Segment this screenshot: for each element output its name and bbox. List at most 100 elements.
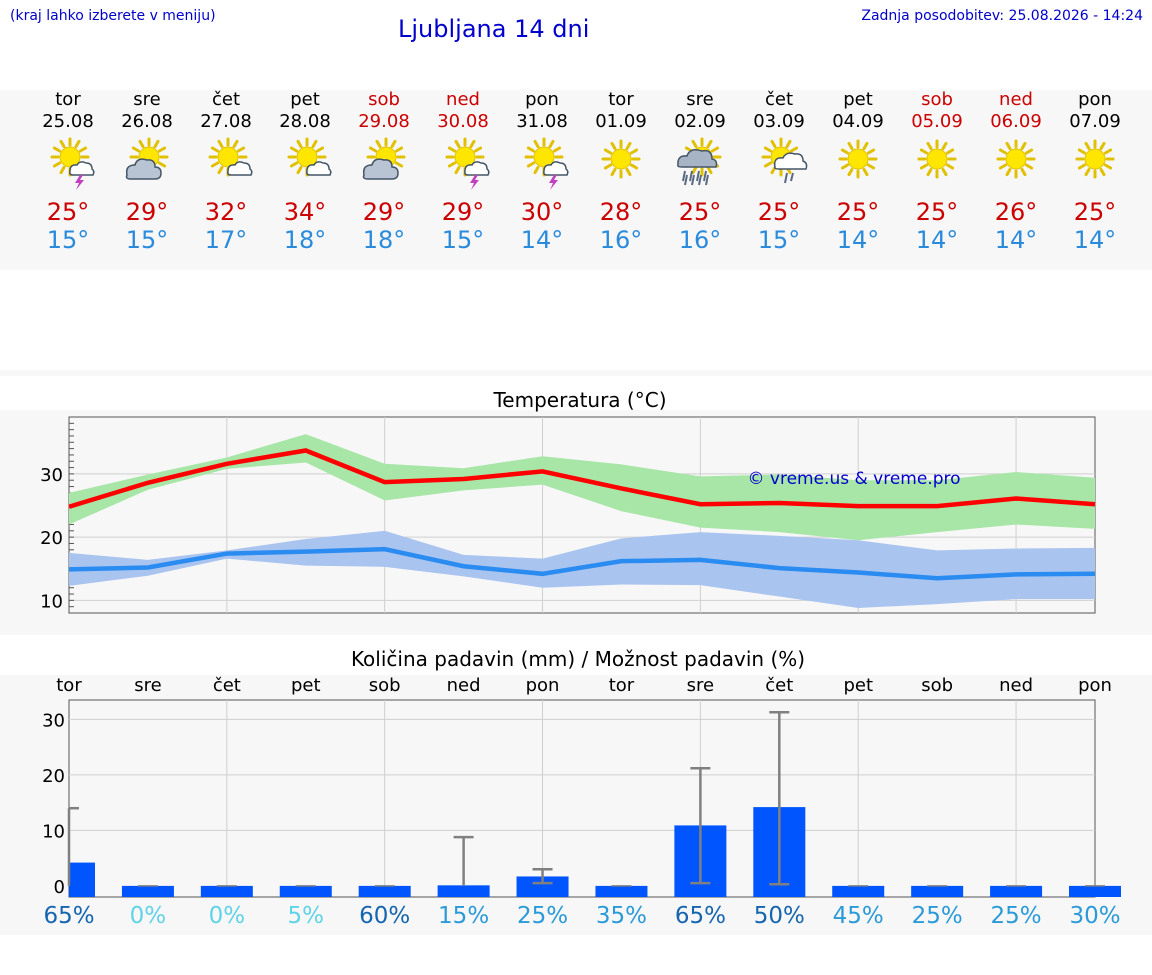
day-name: pet xyxy=(290,89,320,110)
day-column: tor 01.09 xyxy=(581,89,661,133)
day-column: ned 30.08 xyxy=(423,89,503,133)
day-name: tor xyxy=(608,89,634,110)
precipitation-day-label: ned xyxy=(999,675,1034,696)
sun-cloud-icon xyxy=(362,137,406,180)
sun-small-cloud-icon xyxy=(287,137,332,177)
y-tick-label: 30 xyxy=(40,465,63,486)
max-temperature: 29° xyxy=(362,198,406,226)
precipitation-day-label: pet xyxy=(290,675,321,696)
precipitation-chance: 65% xyxy=(674,903,726,929)
max-temperature: 32° xyxy=(204,198,248,226)
day-name: sre xyxy=(133,89,161,110)
precipitation-chance: 60% xyxy=(359,903,411,929)
day-date: 03.09 xyxy=(753,111,805,132)
temperature-chart-title: Temperatura (°C) xyxy=(493,388,667,412)
min-temperature: 14° xyxy=(836,226,880,254)
day-name: čet xyxy=(764,89,794,110)
max-temperature: 25° xyxy=(915,198,959,226)
min-temperature: 15° xyxy=(441,226,485,254)
max-temperature: 25° xyxy=(836,198,880,226)
day-column: sre 02.09 xyxy=(660,89,740,133)
day-column: pet 04.09 xyxy=(818,89,898,133)
day-name: pon xyxy=(525,89,559,110)
sun-icon xyxy=(838,139,878,179)
y-tick-label: 10 xyxy=(42,821,65,842)
max-temperature: 29° xyxy=(441,198,485,226)
page-title: Ljubljana 14 dni xyxy=(398,15,590,43)
max-temperature: 25° xyxy=(757,198,801,226)
max-temperature: 26° xyxy=(994,198,1038,226)
day-date: 05.09 xyxy=(911,111,963,132)
day-date: 06.09 xyxy=(990,111,1042,132)
day-name: sob xyxy=(368,89,400,110)
day-name: ned xyxy=(446,89,480,110)
day-column: pon 31.08 xyxy=(502,89,582,133)
precipitation-chance: 30% xyxy=(1069,903,1121,929)
sun-thunderstorm-icon xyxy=(524,137,569,190)
max-temperature: 29° xyxy=(125,198,169,226)
min-temperature: 15° xyxy=(125,226,169,254)
sun-icon xyxy=(917,139,957,179)
y-tick-label: 20 xyxy=(40,528,63,549)
day-name: pet xyxy=(843,89,873,110)
min-temperature: 14° xyxy=(994,226,1038,254)
daily-forecast-panel xyxy=(0,90,1152,270)
day-column: sob 05.09 xyxy=(897,89,977,133)
min-temperature: 15° xyxy=(757,226,801,254)
plot-area xyxy=(68,699,1096,898)
precipitation-chance: 35% xyxy=(595,903,648,929)
precipitation-chance: 0% xyxy=(129,903,167,929)
max-temperature: 28° xyxy=(599,198,643,226)
precipitation-bar xyxy=(911,885,964,897)
day-column: pet 28.08 xyxy=(265,89,345,133)
precipitation-bar xyxy=(990,885,1043,897)
sun-rain-cloud-icon xyxy=(677,137,722,186)
location-hint: (kraj lahko izberete v meniju) xyxy=(10,8,216,24)
day-date: 31.08 xyxy=(516,111,568,132)
day-date: 27.08 xyxy=(200,111,252,132)
min-temperature: 18° xyxy=(283,226,327,254)
last-update: Zadnja posodobitev: 25.08.2026 - 14:24 xyxy=(861,8,1143,24)
day-date: 01.09 xyxy=(595,111,647,132)
max-temperature: 34° xyxy=(283,198,327,226)
sun-icon xyxy=(996,139,1036,179)
precipitation-chance: 0% xyxy=(208,903,246,929)
min-temperature: 16° xyxy=(599,226,643,254)
precipitation-bar xyxy=(200,885,253,897)
day-name: tor xyxy=(55,89,81,110)
day-date: 02.09 xyxy=(674,111,726,132)
precipitation-day-label: tor xyxy=(608,675,635,696)
sun-icon xyxy=(1075,139,1115,179)
min-temperature: 14° xyxy=(1073,226,1117,254)
day-column: čet 27.08 xyxy=(186,89,266,133)
y-tick-label: 10 xyxy=(40,591,63,612)
min-temperature: 14° xyxy=(520,226,564,254)
day-column: sre 26.08 xyxy=(107,89,187,133)
day-date: 28.08 xyxy=(279,111,331,132)
max-temperature-line xyxy=(68,448,1096,509)
min-temperature: 15° xyxy=(46,226,90,254)
precipitation-chance: 5% xyxy=(287,903,325,929)
day-column: ned 06.09 xyxy=(976,89,1056,133)
precipitation-bar xyxy=(516,876,569,897)
precipitation-chance: 25% xyxy=(516,903,569,929)
day-name: ned xyxy=(999,89,1033,110)
max-temperature: 25° xyxy=(1073,198,1117,226)
sun-thunderstorm-icon xyxy=(50,137,95,190)
y-tick-label: 0 xyxy=(54,877,65,898)
day-name: sob xyxy=(921,89,953,110)
precipitation-bar xyxy=(69,862,95,897)
max-temperature: 25° xyxy=(678,198,722,226)
precipitation-bar xyxy=(121,885,174,897)
precipitation-day-label: pon xyxy=(1078,675,1112,696)
day-name: pon xyxy=(1078,89,1112,110)
day-column: sob 29.08 xyxy=(344,89,424,133)
precipitation-chance: 15% xyxy=(438,903,490,929)
day-name: sre xyxy=(686,89,714,110)
sun-small-cloud-icon xyxy=(208,137,253,177)
precipitation-day-label: sre xyxy=(134,675,162,696)
day-date: 29.08 xyxy=(358,111,410,132)
max-temperature: 30° xyxy=(520,198,564,226)
precipitation-day-label: sob xyxy=(368,675,401,696)
precipitation-day-label: sre xyxy=(686,675,715,696)
